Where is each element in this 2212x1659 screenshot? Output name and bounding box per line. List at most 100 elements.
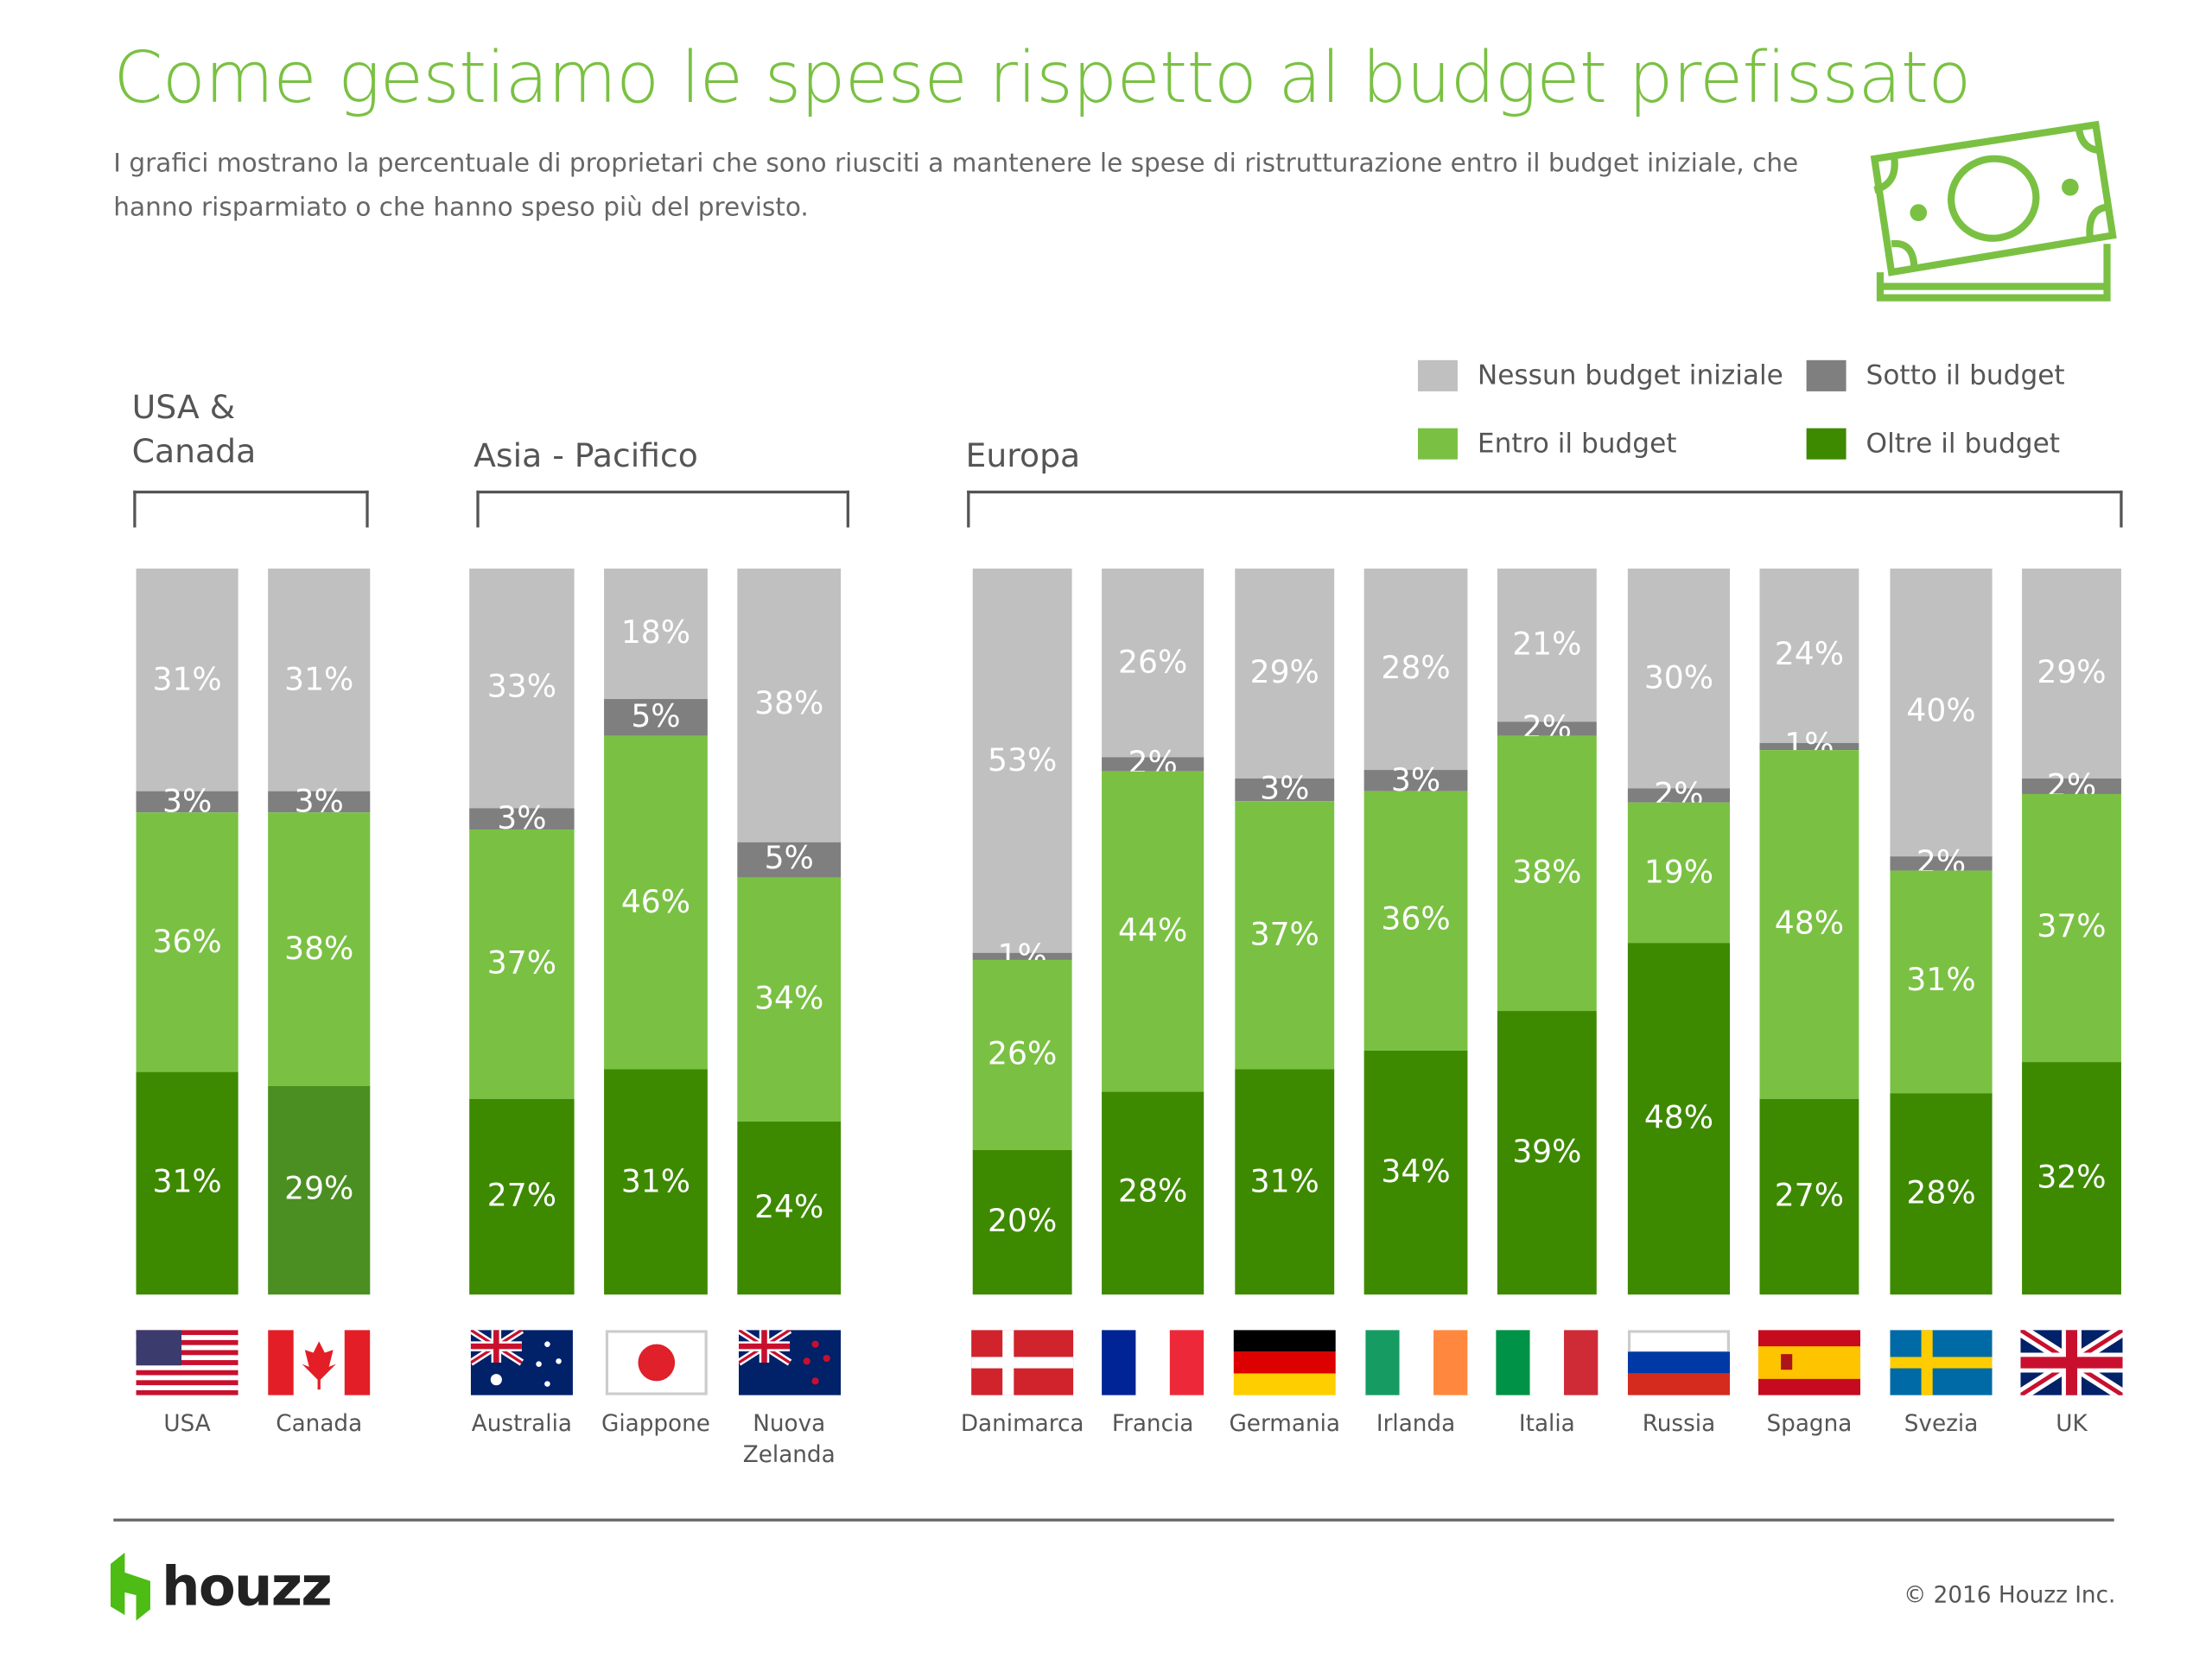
- region-title-europe: Europa: [965, 438, 1081, 475]
- data-label: 5%: [631, 699, 681, 735]
- bar-segment-over: [1497, 1011, 1597, 1295]
- bar-segment-none: [2022, 569, 2121, 779]
- data-label: 21%: [1512, 626, 1582, 663]
- page-title: Come gestiamo le spese rispetto al budge…: [113, 36, 1971, 119]
- region-title-usa-canada: USA & Canada: [131, 390, 257, 471]
- country-label: Giappone: [601, 1409, 710, 1437]
- country-label: Germania: [1229, 1409, 1341, 1437]
- data-label: 26%: [1118, 645, 1188, 681]
- data-label: 39%: [1512, 1135, 1582, 1171]
- bar-segment-within: [604, 735, 708, 1070]
- data-label: 29%: [1249, 656, 1319, 692]
- italy-flag-icon: [1496, 1330, 1599, 1395]
- sweden-flag-icon: [1890, 1330, 1993, 1395]
- country-label: Francia: [1111, 1409, 1194, 1437]
- data-label: 38%: [754, 687, 824, 723]
- bar-segment-within: [469, 830, 575, 1099]
- australia-flag-icon: [470, 1330, 573, 1395]
- bar-canada: 31% 3% 38% 29%: [268, 569, 371, 1295]
- legend-swatch: [1806, 359, 1847, 391]
- country-label: Danimarca: [960, 1409, 1084, 1437]
- houzz-logo: houzz: [110, 1552, 333, 1621]
- denmark-flag-icon: [971, 1330, 1074, 1395]
- bar-segment-none: [1363, 569, 1468, 770]
- data-label: 29%: [2037, 656, 2107, 692]
- bar-segment-within: [1497, 735, 1597, 1012]
- bar-segment-within: [1627, 803, 1731, 943]
- new-zealand-flag-icon: [738, 1330, 841, 1395]
- bar-nuova-zelanda: 38% 5% 34% 24%: [737, 569, 842, 1295]
- bar-segment-over: [2022, 1062, 2121, 1295]
- bar-segment-over: [1890, 1093, 1993, 1295]
- bar-segment-over: [1759, 1098, 1859, 1295]
- bar-segment-over: [268, 1085, 371, 1295]
- data-label: 31%: [152, 1165, 222, 1201]
- bar-segment-none: [136, 569, 238, 791]
- data-label: 29%: [284, 1173, 354, 1209]
- legend-swatch: [1418, 428, 1458, 460]
- legend-item-under: Sotto il budget: [1806, 359, 2065, 391]
- bar-segment-under: [1363, 769, 1468, 791]
- bar-segment-over: [1235, 1069, 1335, 1295]
- bar-francia: 26% 2% 44% 28%: [1102, 569, 1205, 1295]
- bar-segment-over: [1363, 1050, 1468, 1295]
- bar-segment-within: [1363, 791, 1468, 1051]
- data-label: 48%: [1774, 906, 1845, 943]
- russia-flag-icon: [1627, 1330, 1731, 1395]
- bar-germania: 29% 3% 37% 31%: [1235, 569, 1335, 1295]
- canada-flag-icon: [268, 1330, 371, 1395]
- bar-segment-none: [469, 569, 575, 809]
- bar-segment-none: [1627, 569, 1731, 789]
- data-label: 37%: [1249, 917, 1319, 953]
- data-label: 27%: [1774, 1179, 1845, 1215]
- data-label: 38%: [284, 931, 354, 968]
- japan-flag-icon: [604, 1330, 708, 1395]
- bar-spagna: 24% 1% 48% 27%: [1759, 569, 1859, 1295]
- data-label: 26%: [988, 1037, 1058, 1073]
- bar-danimarca: 53% 1% 26% 20%: [972, 569, 1072, 1295]
- data-label: 32%: [2037, 1160, 2107, 1197]
- country-label: Italia: [1518, 1409, 1575, 1437]
- bar-svezia: 40% 2% 31% 28%: [1890, 569, 1993, 1295]
- bar-segment-under: [604, 699, 708, 736]
- country-label: UK: [2056, 1409, 2088, 1437]
- ireland-flag-icon: [1364, 1330, 1467, 1395]
- data-label: 34%: [1381, 1154, 1451, 1191]
- bar-segment-none: [268, 569, 371, 791]
- bar-segment-over: [737, 1122, 842, 1295]
- bar-segment-under: [268, 791, 371, 813]
- bar-irlanda: 28% 3% 36% 34%: [1363, 569, 1468, 1295]
- region-title-asia-pacific: Asia - Pacifico: [474, 438, 698, 475]
- bar-segment-within: [136, 812, 238, 1072]
- bar-segment-under: [2022, 779, 2121, 794]
- data-label: 46%: [620, 885, 691, 921]
- bar-segment-none: [1102, 569, 1205, 758]
- germany-flag-icon: [1233, 1330, 1336, 1395]
- data-label: 33%: [486, 671, 557, 707]
- spain-flag-icon: [1758, 1330, 1860, 1395]
- bar-segment-over: [604, 1069, 708, 1295]
- bar-uk: 29% 2% 37% 32%: [2022, 569, 2121, 1295]
- data-label: 31%: [284, 662, 354, 698]
- bar-segment-under: [1102, 757, 1205, 772]
- bar-segment-under: [136, 791, 238, 813]
- legend-item-within: Entro il budget: [1418, 428, 1677, 460]
- bar-segment-within: [972, 960, 1072, 1150]
- bar-segment-under: [737, 842, 842, 878]
- data-label: 19%: [1643, 855, 1714, 891]
- country-label: Canada: [276, 1409, 363, 1437]
- data-label: 38%: [1512, 855, 1582, 892]
- data-label: 36%: [1381, 903, 1451, 939]
- data-label: 31%: [152, 662, 222, 698]
- data-label: 44%: [1118, 913, 1188, 950]
- country-label: Irlanda: [1376, 1409, 1456, 1437]
- bar-segment-over: [1102, 1090, 1205, 1295]
- bar-segment-under: [1759, 742, 1859, 751]
- bar-segment-none: [1235, 569, 1335, 779]
- bar-usa: 31% 3% 36% 31%: [136, 569, 238, 1295]
- data-label: 36%: [152, 925, 222, 961]
- data-label: 28%: [1906, 1176, 1976, 1212]
- bar-segment-under: [1497, 721, 1597, 736]
- bar-segment-under: [1235, 779, 1335, 801]
- data-label: 24%: [754, 1190, 824, 1226]
